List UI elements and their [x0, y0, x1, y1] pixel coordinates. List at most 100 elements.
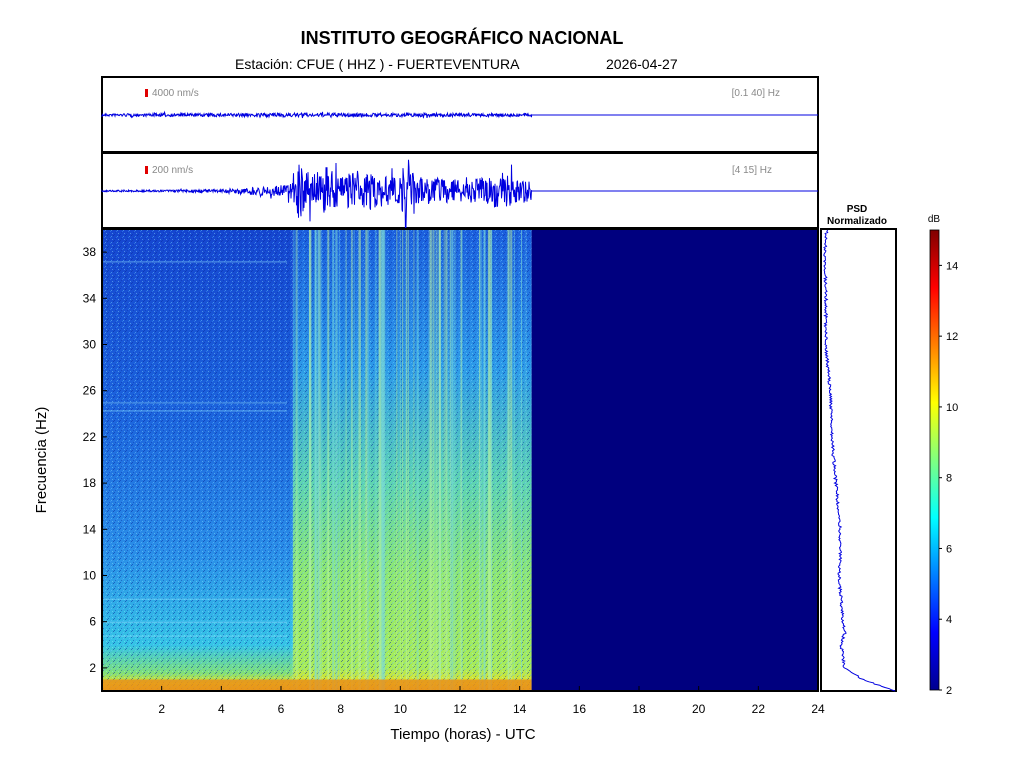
spectrogram-event-stripe — [483, 229, 486, 691]
spectrogram-event-stripe — [384, 229, 386, 691]
spectrogram-event-stripe — [293, 229, 295, 691]
spectrogram-event-stripe — [460, 229, 462, 691]
colorbar-ticks: 2 4 6 8 10 12 14 — [939, 260, 958, 697]
x-tick-label: 10 — [394, 702, 408, 716]
spectrogram-event-stripe — [491, 229, 493, 691]
spectrogram-event-stripe — [438, 229, 441, 691]
filter-label-2: [4 15] Hz — [732, 165, 772, 176]
spectrogram-event-stripe — [405, 229, 408, 691]
x-tick-label: 22 — [752, 702, 766, 716]
spectrogram-event-stripe — [375, 229, 377, 691]
y-tick-label: 30 — [83, 338, 97, 352]
spectrogram-event-stripe — [332, 229, 335, 691]
amplitude-scale-bar-1 — [145, 89, 148, 97]
y-tick-label: 14 — [83, 522, 97, 536]
spectrogram-event-stripe — [479, 229, 481, 691]
spectrogram-event-stripe — [351, 229, 353, 691]
spectrogram-event-stripe — [365, 229, 368, 691]
spectrogram-event-stripe — [345, 229, 347, 691]
colorbar-tick-label: 8 — [946, 473, 952, 485]
y-tick-label: 26 — [83, 384, 97, 398]
spectrogram-event-stripe — [314, 229, 318, 691]
psd-panel: PSD Normalizado — [820, 204, 897, 692]
spectrogram-event-stripe — [399, 229, 401, 691]
x-tick-label: 16 — [573, 702, 587, 716]
y-axis-label: Frecuencia (Hz) — [33, 407, 50, 514]
spectrogram-event-stripe — [396, 229, 398, 691]
seismogram-panel-1: 4000 nm/s [0.1 40] Hz — [101, 76, 819, 153]
spectrogram-event-stripe — [367, 229, 369, 691]
x-tick-label: 2 — [158, 702, 165, 716]
amplitude-label-1: 4000 nm/s — [152, 88, 199, 99]
spectrogram-event-stripe — [381, 229, 384, 691]
amplitude-scale-bar-2 — [145, 166, 148, 174]
y-tick-label: 22 — [83, 430, 97, 444]
spectrogram-event-stripe — [454, 229, 457, 691]
spectrogram-event-stripe — [402, 229, 404, 691]
seismogram-trace-2 — [101, 159, 818, 235]
spectrogram-event-stripe — [383, 229, 386, 691]
x-axis-label: Tiempo (horas) - UTC — [390, 726, 535, 743]
spectrogram-event-stripe — [413, 229, 415, 691]
spectrogram-event-stripe — [487, 229, 491, 691]
spectrogram-event-stripe — [509, 229, 512, 691]
psd-title-line-2: Normalizado — [827, 216, 887, 227]
colorbar-tick-label: 2 — [946, 685, 952, 697]
spectrogram-event-stripe — [379, 229, 382, 691]
spectrogram-event-stripe — [508, 229, 509, 691]
spectrogram-tonal-line — [102, 410, 287, 412]
seismogram-trace-1 — [101, 110, 818, 119]
spectrogram-event-stripe — [451, 229, 454, 691]
spectrogram-event-stripe — [444, 229, 447, 691]
spectrogram-event-stripe — [309, 229, 312, 691]
spectrogram-no-data — [531, 229, 818, 691]
x-tick-label: 24 — [811, 702, 825, 716]
spectrogram-event-stripe — [327, 229, 330, 691]
spectrogram-event-stripe — [314, 229, 316, 691]
spectrogram-event-stripe — [435, 229, 438, 691]
psd-title-line-1: PSD — [847, 204, 868, 215]
x-tick-label: 14 — [513, 702, 527, 716]
spectrogram-tonal-line — [102, 635, 287, 637]
x-tick-label: 8 — [337, 702, 344, 716]
spectrogram-event-stripe — [481, 229, 482, 691]
spectrogram-event-stripe — [479, 229, 481, 691]
colorbar-tick-label: 14 — [946, 260, 958, 272]
y-tick-label: 2 — [89, 661, 96, 675]
colorbar-tick-label: 4 — [946, 614, 952, 626]
spectrogram-tonal-line — [102, 598, 287, 600]
colorbar-tick-label: 12 — [946, 331, 958, 343]
y-tick-label: 6 — [89, 615, 96, 629]
spectrogram-event-stripe — [358, 229, 361, 691]
spectrogram-event-stripe — [430, 229, 433, 691]
spectrogram-event-stripe — [514, 229, 516, 691]
spectrogram-low-freq-band — [102, 679, 532, 691]
x-tick-label: 18 — [632, 702, 646, 716]
spectrogram-event-stripe — [511, 229, 513, 691]
y-tick-label: 34 — [83, 291, 97, 305]
amplitude-label-2: 200 nm/s — [152, 165, 193, 176]
colorbar-label: dB — [928, 214, 941, 225]
x-axis-ticks: 2 4 6 8 10 12 14 16 18 20 22 24 — [158, 686, 825, 716]
spectrogram-stripes — [102, 229, 532, 691]
spectrogram-event-stripe — [416, 229, 419, 691]
y-tick-label: 18 — [83, 476, 97, 490]
spectrogram-tonal-line — [102, 621, 287, 623]
spectrogram-event-stripe — [521, 229, 523, 691]
colorbar: dB 2 4 6 8 10 12 14 — [928, 214, 958, 697]
spectrogram-event-stripe — [443, 229, 445, 691]
spectrogram-event-stripe — [318, 229, 321, 691]
spectrogram-event-stripe — [378, 229, 381, 691]
page-title: INSTITUTO GEOGRÁFICO NACIONAL — [300, 28, 624, 48]
y-tick-label: 38 — [83, 245, 97, 259]
spectrogram-event-stripe — [316, 229, 319, 691]
x-tick-label: 4 — [218, 702, 225, 716]
spectrogram-event-stripe — [382, 229, 385, 691]
spectrogram-event-stripe — [318, 229, 320, 691]
filter-label-1: [0.1 40] Hz — [732, 88, 780, 99]
spectrogram-tonal-line — [102, 261, 287, 263]
spectrogram-event-stripe — [428, 229, 432, 691]
spectrogram-event-stripe — [405, 229, 408, 691]
